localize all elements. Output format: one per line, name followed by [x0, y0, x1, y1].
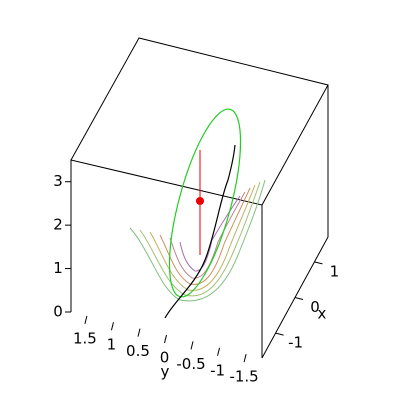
red-point [196, 197, 204, 205]
z-tick-label: 0 [53, 303, 63, 321]
x-tick-label: -1 [288, 334, 303, 352]
y-tick-label: 1 [107, 336, 117, 354]
green-curve [168, 108, 242, 298]
x-axis-label: x [318, 305, 327, 323]
y-tick [190, 341, 194, 350]
box-frame [70, 37, 329, 359]
z-tick-label: 2 [53, 216, 63, 234]
right-face [261, 85, 329, 359]
contour [169, 191, 246, 279]
z-tick-label: 1 [53, 259, 63, 277]
contour [179, 195, 241, 272]
y-tick [243, 354, 247, 363]
z-tick-label: 3 [53, 172, 63, 190]
y-tick-label: -1.5 [229, 368, 258, 386]
y-tick-label: 1.5 [73, 329, 97, 347]
y-tick [110, 322, 114, 331]
y-tick [84, 315, 88, 324]
y-tick-label: 0 [160, 349, 170, 367]
contour [139, 181, 261, 297]
x-tick [294, 297, 304, 300]
front-face [70, 159, 263, 358]
y-tick [137, 328, 141, 337]
contour [129, 179, 266, 302]
x-tick [275, 332, 284, 336]
y-tick-label: -0.5 [176, 355, 205, 373]
contours [129, 179, 266, 302]
black-curve [164, 144, 236, 319]
x-tick-label: 1 [330, 262, 340, 280]
contour [159, 187, 251, 285]
y-tick [164, 334, 167, 344]
y-tick [217, 347, 221, 356]
contour [149, 184, 256, 291]
x-tick [314, 261, 323, 265]
x-tick-label: 0 [310, 298, 320, 316]
y-tick-label: -1 [210, 361, 225, 379]
top-face [70, 37, 329, 206]
y-axis-label: y [161, 363, 170, 381]
y-tick-label: 0.5 [126, 342, 150, 360]
